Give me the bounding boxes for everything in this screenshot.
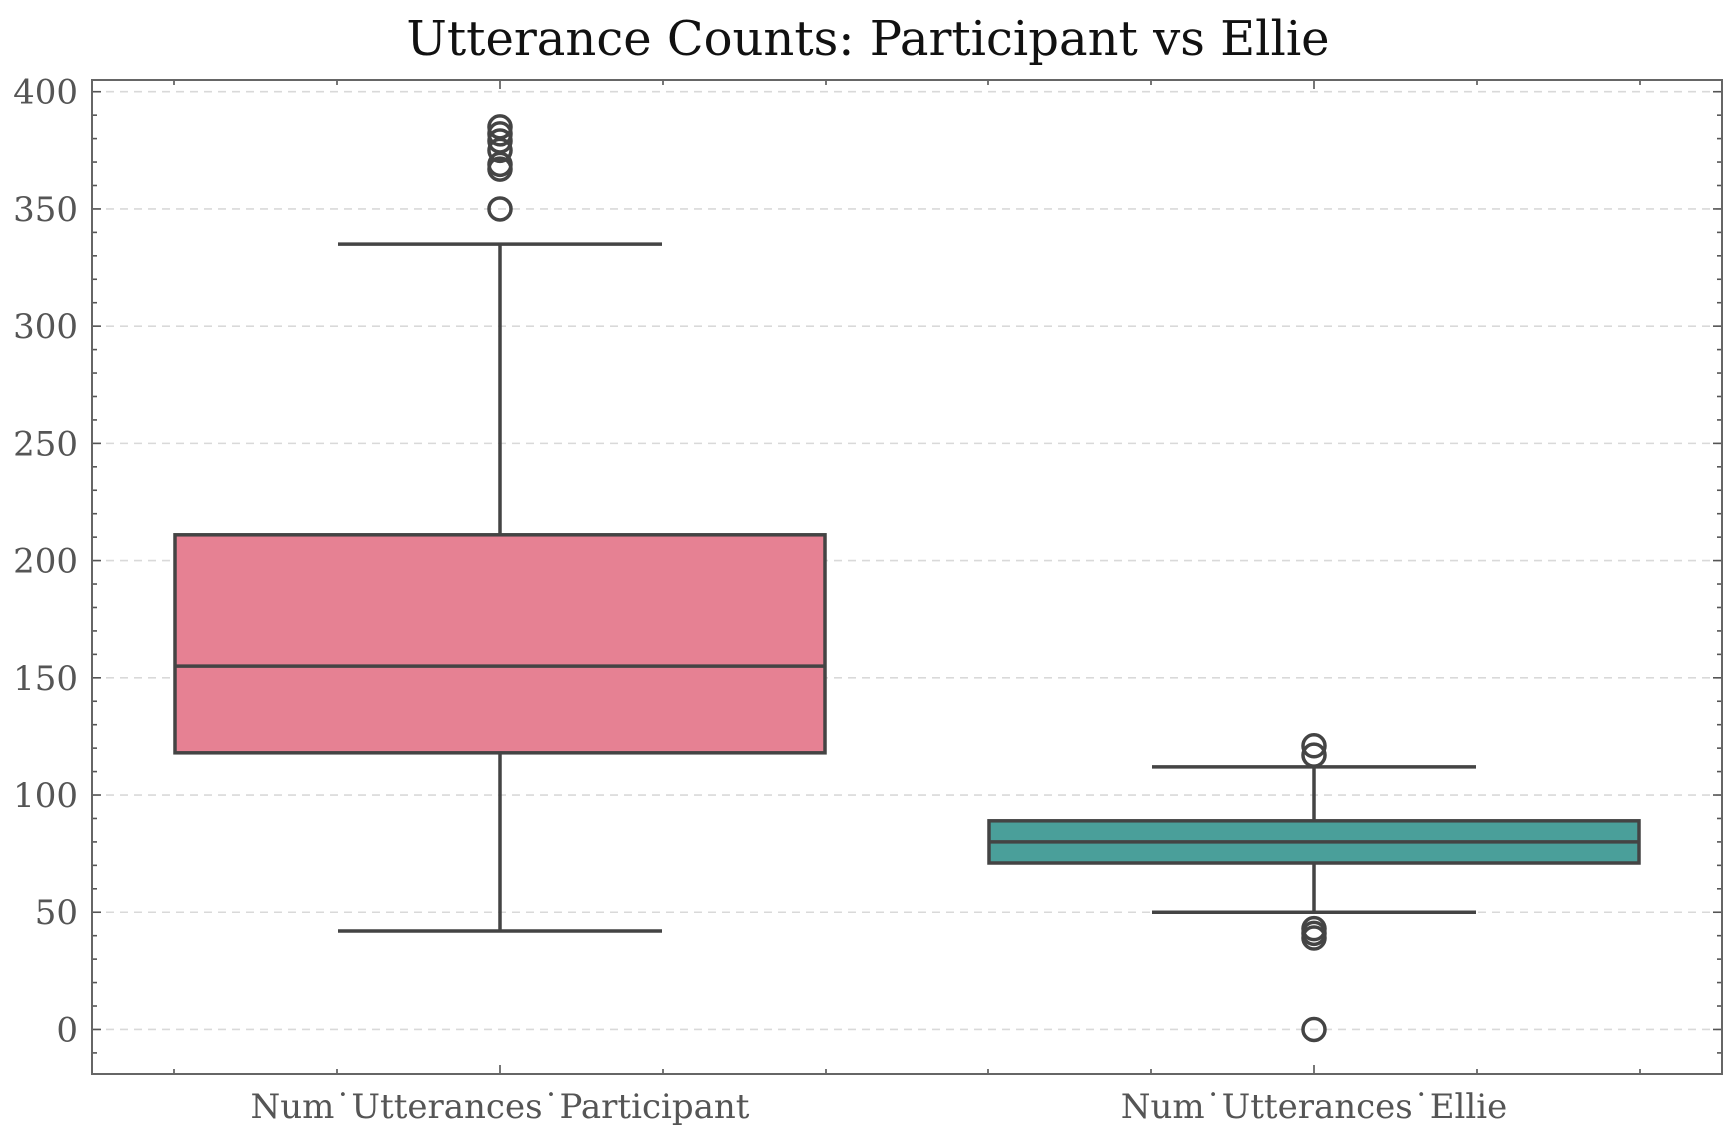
outlier-point — [487, 114, 513, 140]
y-tick-label-0: 0 — [56, 1010, 78, 1050]
outlier-point — [487, 121, 513, 147]
y-tick-label-350: 350 — [13, 190, 78, 230]
outlier-point — [1301, 1016, 1327, 1043]
x-category-label: Num˙Utterances˙Participant — [251, 1087, 750, 1127]
outlier-point — [487, 128, 513, 154]
y-tick-label-400: 400 — [13, 73, 78, 113]
y-tick-label-50: 50 — [35, 893, 78, 933]
axes: 0 50 100 150 200 250 300 350 400 Num˙Utterances˙P… — [13, 73, 1722, 1127]
box-group-2 — [987, 733, 1641, 1043]
y-tick-label-100: 100 — [13, 776, 78, 816]
plot-frame — [91, 79, 1723, 1075]
box-group-1 — [173, 114, 827, 933]
outlier-point — [1301, 915, 1327, 942]
boxes — [173, 114, 1641, 1043]
outlier-point — [1301, 742, 1327, 768]
outlier-point — [487, 196, 513, 222]
y-tick-label-200: 200 — [13, 542, 78, 582]
y-tick-label-150: 150 — [13, 659, 78, 699]
x-category-label: Num˙Utterances˙Ellie — [1121, 1087, 1508, 1127]
chart-title: Utterance Counts: Participant vs Ellie — [406, 11, 1329, 67]
outlier-point — [1301, 733, 1327, 759]
y-tick-label-250: 250 — [13, 424, 78, 464]
iqr-box — [173, 533, 827, 755]
y-tick-label-300: 300 — [13, 307, 78, 347]
